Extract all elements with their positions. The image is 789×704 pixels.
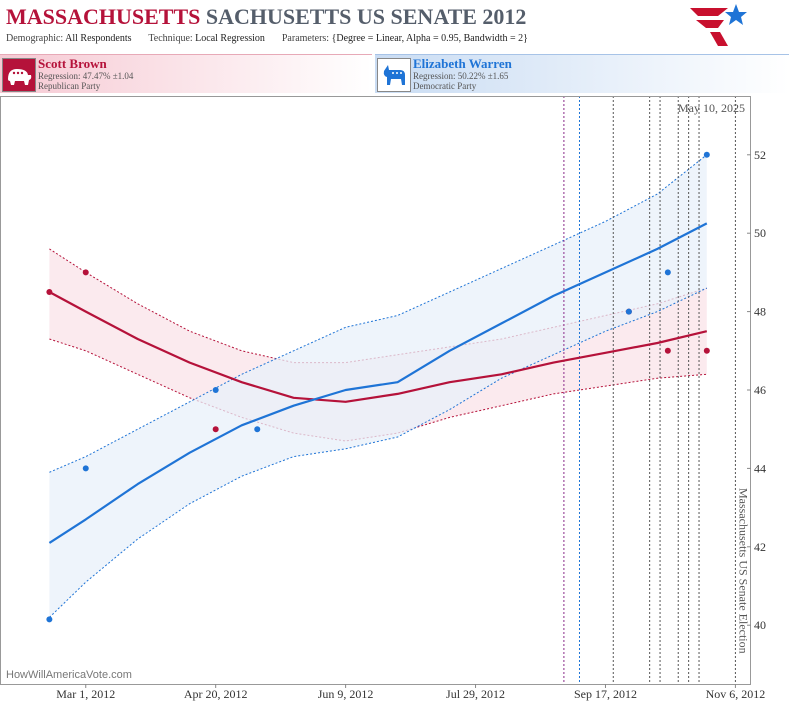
y-tick-label: 48	[754, 305, 766, 319]
x-tick-label: Jul 29, 2012	[446, 687, 505, 701]
poll-point	[82, 465, 89, 472]
poll-point	[212, 426, 219, 433]
poll-point	[664, 269, 671, 276]
y-axis: 40 42 44 46 48 50 52	[747, 148, 766, 632]
technique-value: Local Regression	[195, 33, 265, 44]
poll-points	[46, 151, 710, 623]
parameters-value: {Degree = Linear, Alpha = 0.95, Bandwidt…	[331, 33, 528, 44]
y-tick-label: 52	[754, 148, 766, 162]
y-tick-label: 42	[754, 540, 766, 554]
x-tick-label: Sep 17, 2012	[574, 687, 637, 701]
candidate-name: Elizabeth Warren	[413, 56, 512, 71]
candidate-panel-democratic: Elizabeth Warren Regression: 50.22% ±1.6…	[375, 54, 789, 93]
candidate-panel-republican: Scott Brown Regression: 47.47% ±1.04 Rep…	[0, 54, 372, 93]
y-tick-label: 46	[754, 383, 766, 397]
upper-bound-1	[49, 154, 708, 473]
demographic-value: All Respondents	[65, 33, 132, 44]
poll-point	[254, 426, 261, 433]
lower-bound-1	[49, 287, 708, 618]
current-date-label: May 10, 2025	[678, 101, 745, 115]
donkey-icon	[377, 58, 411, 92]
candidate-regression: Regression: 47.47% ±1.04	[38, 71, 134, 81]
parameters-label: Parameters:	[281, 33, 330, 44]
candidate-party: Republican Party	[38, 81, 101, 91]
poll-point	[46, 616, 53, 623]
y-tick-label: 50	[754, 226, 766, 240]
chart-title: MASSACHUSETTS SACHUSETTS US SENATE 2012	[6, 4, 526, 30]
vertical-event-markers	[563, 96, 736, 684]
election-label: Massachusetts US Senate Election	[736, 488, 750, 654]
stars-stripes-logo-icon[interactable]	[688, 2, 748, 48]
chart-parameters: Demographic: All Respondents Technique: …	[6, 33, 528, 44]
poll-point	[46, 289, 53, 295]
candidate-regression: Regression: 50.22% ±1.65	[413, 71, 509, 81]
chart-header: MASSACHUSETTS SACHUSETTS US SENATE 2012 …	[0, 0, 789, 50]
candidate-name: Scott Brown	[38, 56, 107, 71]
x-tick-label: Apr 20, 2012	[184, 687, 248, 701]
x-tick-label: Jun 9, 2012	[318, 687, 374, 701]
poll-point	[703, 347, 710, 354]
poll-point	[664, 347, 671, 354]
fit-line-1	[48, 222, 708, 544]
technique-label: Technique:	[148, 33, 193, 44]
title-year: 2012	[482, 4, 527, 29]
regression-lines	[48, 222, 708, 544]
watermark: HowWillAmericaVote.com	[6, 669, 132, 681]
elephant-icon	[2, 58, 36, 92]
demographic-label: Demographic:	[6, 33, 64, 44]
x-tick-label: Mar 1, 2012	[56, 687, 115, 701]
title-state: MASSACHUSETTS	[6, 4, 201, 29]
title-race: SACHUSETTS US SENATE	[205, 4, 477, 29]
poll-point	[82, 269, 89, 276]
y-tick-label: 40	[754, 618, 766, 632]
poll-point	[703, 151, 710, 158]
y-tick-label: 44	[754, 461, 766, 475]
poll-point	[625, 308, 632, 315]
candidate-party: Democratic Party	[413, 81, 477, 91]
poll-point	[212, 387, 219, 393]
x-axis: Mar 1, 2012 Apr 20, 2012 Jun 9, 2012 Jul 29…	[56, 684, 765, 701]
fit-line-0	[48, 291, 708, 403]
regression-chart: 40 42 44 46 48 50 52 Mar 1, 2012 Apr 20, 2012 Ju…	[0, 96, 766, 701]
x-tick-label: Nov 6, 2012	[706, 687, 766, 701]
